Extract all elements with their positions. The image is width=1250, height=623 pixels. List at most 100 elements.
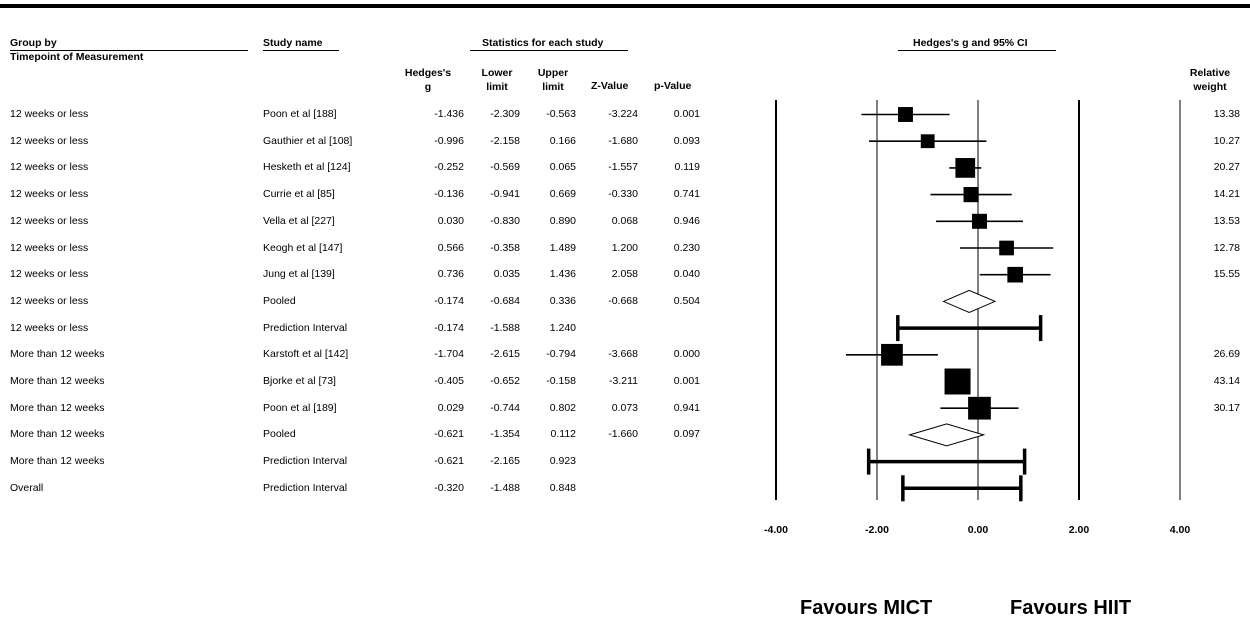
cell-hedges-g: 0.030: [437, 214, 464, 227]
cell-p-value: 0.097: [673, 428, 700, 441]
cell-relative-weight: 14.21: [1213, 188, 1240, 201]
cell-upper-limit: 0.112: [550, 428, 577, 441]
cell-study: Prediction Interval: [263, 321, 348, 334]
cell-group: 12 weeks or less: [10, 134, 89, 147]
cell-p-value: 0.741: [673, 188, 700, 201]
cell-lower-limit: -1.488: [490, 481, 520, 494]
cell-group: More than 12 weeks: [10, 401, 105, 414]
cell-hedges-g: 0.566: [437, 241, 464, 254]
cell-group: 12 weeks or less: [10, 188, 89, 201]
cell-relative-weight: 12.78: [1213, 241, 1240, 254]
header-stats-title: Statistics for each study: [482, 37, 604, 49]
cell-relative-weight: 13.53: [1213, 214, 1240, 227]
effect-marker: [944, 368, 971, 395]
cell-upper-limit: 0.848: [549, 481, 576, 494]
cell-lower-limit: -2.615: [490, 348, 520, 361]
cell-group: More than 12 weeks: [10, 428, 105, 441]
header-lower-limit: Lower limit: [470, 66, 524, 94]
cell-upper-limit: 0.166: [549, 134, 576, 147]
cell-z-value: -3.668: [608, 348, 638, 361]
header-hedges-g-line1: Hedges's: [404, 67, 452, 79]
header-study-name: Study name: [263, 37, 323, 49]
header-plot-underline: [898, 50, 1056, 51]
effect-marker: [1007, 266, 1023, 283]
cell-study: Currie et al [85]: [263, 188, 335, 201]
cell-p-value: 0.230: [673, 241, 700, 254]
cell-hedges-g: 0.029: [437, 401, 464, 414]
x-tick-label: 0.00: [968, 524, 989, 536]
x-tick-label: -2.00: [865, 524, 889, 536]
cell-study: Prediction Interval: [263, 455, 348, 468]
header-stats-underline: [470, 50, 628, 51]
cell-z-value: 1.200: [611, 241, 638, 254]
cell-lower-limit: -0.652: [490, 375, 520, 387]
cell-z-value: 0.073: [611, 401, 638, 414]
cell-study: Poon et al [188]: [263, 108, 337, 120]
cell-group: 12 weeks or less: [10, 214, 89, 227]
cell-relative-weight: 10.27: [1213, 134, 1240, 147]
cell-p-value: 0.941: [673, 401, 700, 414]
effect-marker: [881, 343, 903, 366]
header-group-by: Group by: [10, 37, 57, 49]
cell-upper-limit: 0.890: [549, 214, 576, 227]
cell-lower-limit: -0.684: [490, 294, 520, 307]
x-tick-label: 4.00: [1170, 524, 1191, 536]
cell-hedges-g: -1.704: [434, 348, 464, 361]
cell-study: Vella et al [227]: [263, 214, 335, 227]
cell-hedges-g: -0.174: [434, 321, 464, 334]
header-upper-limit: Upper limit: [526, 66, 580, 94]
effect-marker: [999, 240, 1014, 256]
cell-p-value: 0.001: [673, 375, 700, 387]
cell-lower-limit: -0.941: [490, 188, 520, 201]
header-lower-line1: Lower: [481, 67, 513, 79]
cell-z-value: 0.068: [611, 214, 638, 227]
header-weight-line1: Relative: [1189, 67, 1231, 79]
header-p-value: p-Value: [654, 80, 692, 92]
cell-hedges-g: -0.320: [434, 481, 464, 494]
cell-group: 12 weeks or less: [10, 241, 89, 254]
cell-upper-limit: -0.563: [546, 108, 576, 120]
cell-p-value: 0.504: [673, 294, 700, 307]
cell-p-value: 0.040: [673, 268, 700, 281]
cell-hedges-g: -1.436: [434, 108, 464, 120]
top-rule: [0, 4, 1250, 8]
favours-right-label: Favours HIIT: [1010, 597, 1132, 619]
cell-relative-weight: 20.27: [1213, 161, 1240, 174]
cell-lower-limit: -0.358: [490, 241, 520, 254]
cell-z-value: -1.680: [608, 134, 638, 147]
favours-left-label: Favours MICT: [800, 597, 933, 619]
effect-marker: [955, 158, 976, 178]
cell-lower-limit: -0.744: [490, 401, 520, 414]
cell-hedges-g: -0.174: [434, 294, 464, 307]
header-group-underline: [10, 50, 248, 51]
cell-p-value: 0.001: [673, 108, 700, 120]
cell-lower-limit: -1.354: [490, 428, 520, 441]
cell-group: More than 12 weeks: [10, 375, 105, 387]
cell-group: 12 weeks or less: [10, 108, 89, 120]
effect-marker: [968, 396, 991, 420]
cell-study: Gauthier et al [108]: [263, 134, 353, 147]
header-z-value: Z-Value: [591, 80, 629, 92]
cell-upper-limit: 0.669: [549, 188, 576, 201]
cell-group: 12 weeks or less: [10, 321, 89, 334]
cell-z-value: 2.058: [611, 268, 638, 281]
cell-lower-limit: -0.569: [490, 161, 520, 174]
cell-p-value: 0.000: [673, 348, 700, 361]
cell-upper-limit: 1.436: [549, 268, 576, 281]
cell-study: Pooled: [263, 428, 296, 441]
cell-upper-limit: -0.158: [546, 375, 576, 387]
cell-group: Overall: [10, 481, 44, 494]
cell-z-value: -0.330: [608, 188, 638, 201]
cell-hedges-g: -0.136: [434, 188, 464, 201]
cell-relative-weight: 15.55: [1213, 268, 1240, 281]
header-upper-line1: Upper: [537, 67, 569, 79]
cell-p-value: 0.119: [674, 161, 701, 174]
header-upper-line2: limit: [542, 81, 564, 93]
cell-z-value: -1.557: [608, 161, 638, 174]
cell-p-value: 0.946: [673, 214, 700, 227]
cell-study: Pooled: [263, 294, 296, 307]
cell-group: More than 12 weeks: [10, 455, 105, 468]
header-study-underline: [263, 50, 339, 51]
cell-upper-limit: 0.923: [549, 455, 576, 468]
